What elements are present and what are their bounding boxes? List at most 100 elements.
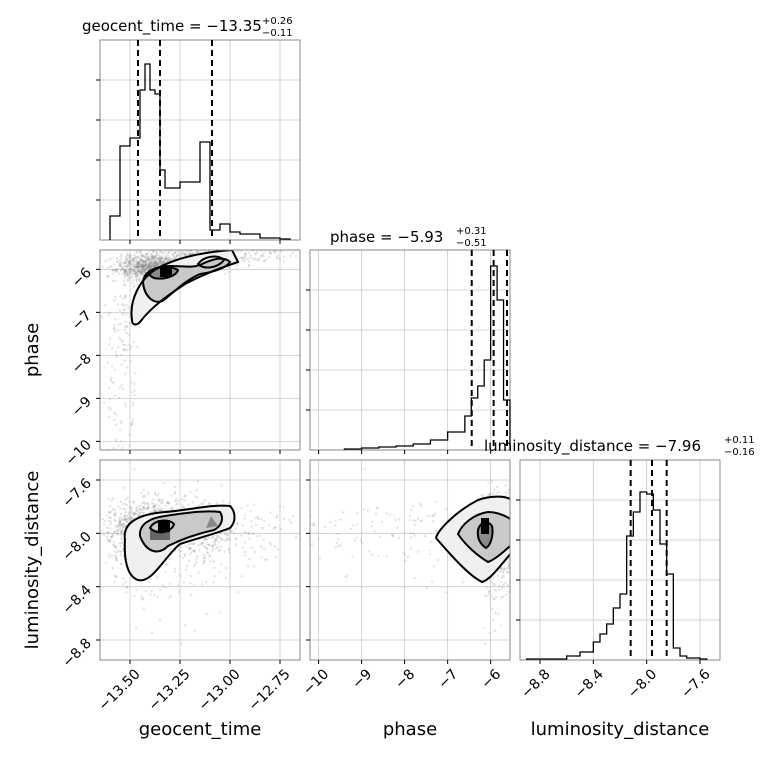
sample-point (488, 631, 491, 635)
sample-point (507, 563, 510, 566)
sample-point (149, 260, 152, 264)
sample-point (124, 502, 127, 506)
sample-point (157, 498, 160, 501)
sample-point (501, 570, 504, 573)
sample-point (157, 258, 160, 262)
sample-point (164, 250, 167, 253)
sample-point (155, 262, 159, 265)
sample-point (121, 549, 124, 553)
sample-point (142, 488, 145, 492)
sample-point (244, 531, 247, 535)
sample-point (219, 563, 223, 566)
sample-point (214, 543, 217, 546)
sample-point (110, 554, 114, 557)
sample-point (243, 517, 247, 520)
x-tick-labels-phase: −10 −9 −8 −7 −6 (300, 666, 504, 698)
sample-point (133, 512, 136, 515)
sample-point (208, 554, 211, 557)
sample-point (133, 272, 136, 275)
sample-point (193, 542, 196, 545)
sample-point (131, 260, 134, 263)
sample-point (124, 402, 127, 405)
sample-point (444, 507, 448, 511)
sample-point (176, 255, 179, 258)
density-peak-luminosity-distance-vs-geocent-time (158, 520, 170, 532)
sample-point (222, 499, 225, 503)
sample-point (176, 250, 180, 254)
sample-point (107, 497, 110, 500)
sample-point (272, 527, 275, 530)
sample-point (139, 258, 142, 262)
sample-point (174, 550, 177, 553)
sample-point (123, 262, 126, 265)
sample-point (118, 264, 122, 267)
y-tick-label: −7 (69, 308, 95, 334)
sample-point (144, 255, 147, 258)
sample-point (274, 251, 277, 254)
sample-point (128, 347, 131, 351)
sample-point (493, 598, 496, 601)
sample-point (339, 518, 342, 521)
x-tick-labels-luminosity-distance: −8.8 −8.4 −8.0 −7.6 (518, 666, 713, 701)
sample-point (156, 263, 159, 266)
sample-point (176, 499, 179, 503)
sample-point (129, 270, 132, 274)
sample-point (109, 511, 112, 514)
sample-point (135, 263, 138, 266)
sample-point (101, 518, 104, 521)
sample-point (236, 523, 239, 526)
sample-point (279, 250, 283, 253)
sample-point (162, 261, 166, 264)
sample-point (208, 502, 211, 506)
sample-point (506, 584, 510, 587)
sample-point (240, 256, 243, 259)
sample-point (205, 547, 209, 551)
sample-point (167, 256, 171, 259)
sample-point (337, 545, 340, 548)
sample-point (159, 262, 162, 265)
sample-point (129, 264, 132, 267)
sample-point (113, 368, 117, 371)
sample-point (228, 551, 231, 554)
sample-point (256, 515, 260, 519)
sample-point (205, 612, 209, 616)
sample-point (170, 250, 173, 253)
sample-point (128, 255, 131, 258)
sample-point (151, 260, 154, 263)
sample-point (129, 360, 132, 363)
sample-point (215, 539, 218, 542)
sample-point (421, 519, 424, 523)
sample-point (118, 542, 121, 545)
sample-point (150, 261, 153, 264)
sample-point (243, 252, 247, 255)
sample-point (171, 253, 174, 256)
sample-point (152, 258, 156, 261)
sample-point (495, 589, 498, 592)
contour-line-outer (123, 504, 236, 582)
sample-point (409, 532, 412, 535)
sample-point (201, 541, 204, 545)
sample-point (117, 523, 120, 527)
sample-point (137, 262, 141, 265)
sample-point (147, 262, 150, 265)
sample-point (144, 263, 148, 266)
sample-point (110, 265, 113, 268)
sample-point (203, 537, 206, 540)
sample-point (435, 500, 438, 504)
x-tick-label: −8 (392, 666, 418, 692)
sample-point (161, 498, 164, 501)
sample-point (118, 550, 122, 553)
sample-point (159, 259, 162, 263)
sample-point (258, 534, 262, 537)
sample-point (135, 265, 138, 268)
sample-point (193, 563, 196, 566)
sample-point (113, 574, 116, 577)
ticks-luminosity-distance-vs-geocent-time (96, 479, 281, 664)
sample-point (108, 415, 111, 418)
sample-point (127, 269, 130, 273)
sample-point (106, 531, 109, 534)
sample-point (129, 262, 133, 266)
sample-point (138, 265, 141, 268)
sample-point (123, 325, 126, 328)
sample-point (167, 502, 170, 505)
